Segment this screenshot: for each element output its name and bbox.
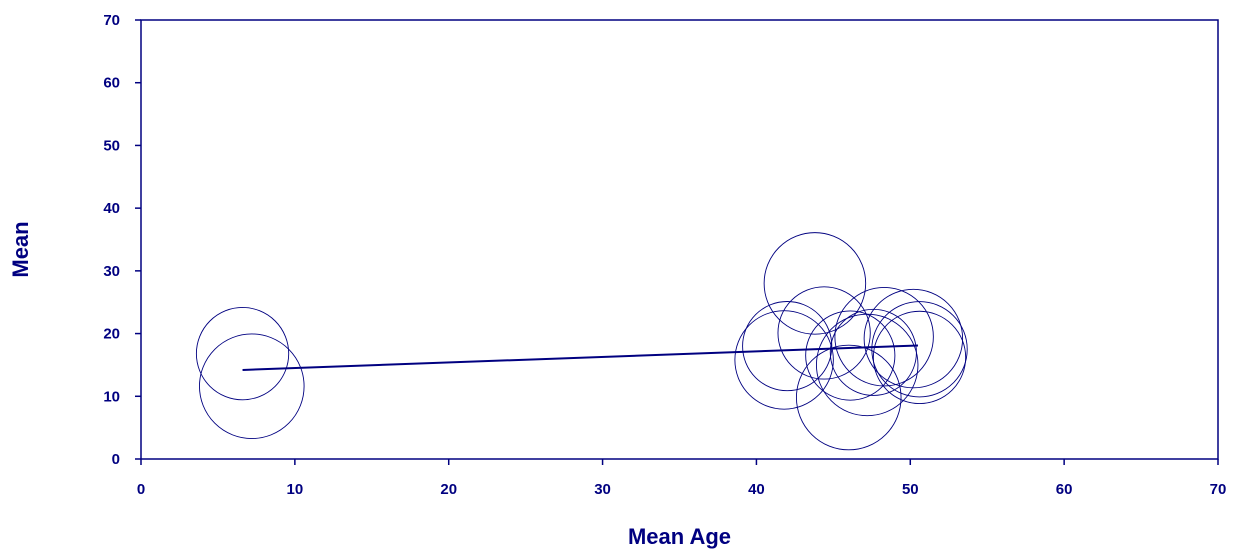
bubble (871, 301, 968, 398)
bubble (805, 310, 896, 401)
y-tick-label: 60 (103, 75, 120, 92)
x-axis: 0 10 20 30 40 50 60 70 (137, 459, 1227, 498)
plot-area (140, 19, 1219, 460)
y-tick-label: 0 (112, 451, 120, 468)
bubble (872, 310, 967, 405)
x-tick-label: 70 (1210, 481, 1227, 498)
x-tick-label: 0 (137, 481, 145, 498)
x-tick-label: 20 (440, 481, 457, 498)
x-tick-label: 30 (594, 481, 611, 498)
bubble (199, 333, 305, 440)
bubble (815, 313, 919, 417)
x-tick-label: 10 (287, 481, 304, 498)
x-axis-title: Mean Age (628, 524, 731, 549)
bubble (734, 310, 834, 410)
y-tick-label: 50 (103, 137, 120, 154)
x-tick-label: 50 (902, 481, 919, 498)
y-tick-label: 20 (103, 326, 120, 343)
y-tick-label: 70 (103, 12, 120, 29)
bubble (834, 287, 934, 387)
x-tick-label: 40 (748, 481, 765, 498)
y-tick-label: 30 (103, 263, 120, 280)
y-axis: 0 10 20 30 40 50 60 70 (103, 12, 141, 468)
y-tick-label: 40 (103, 200, 120, 217)
bubble-series (195, 232, 968, 451)
x-tick-label: 60 (1056, 481, 1073, 498)
trend-line (242, 344, 919, 371)
bubble (195, 307, 290, 401)
y-tick-label: 10 (103, 388, 120, 405)
bubble (863, 288, 964, 389)
bubble (777, 286, 871, 380)
y-axis-title: Mean (8, 221, 33, 277)
bubble (795, 344, 902, 451)
bubble (763, 232, 867, 335)
